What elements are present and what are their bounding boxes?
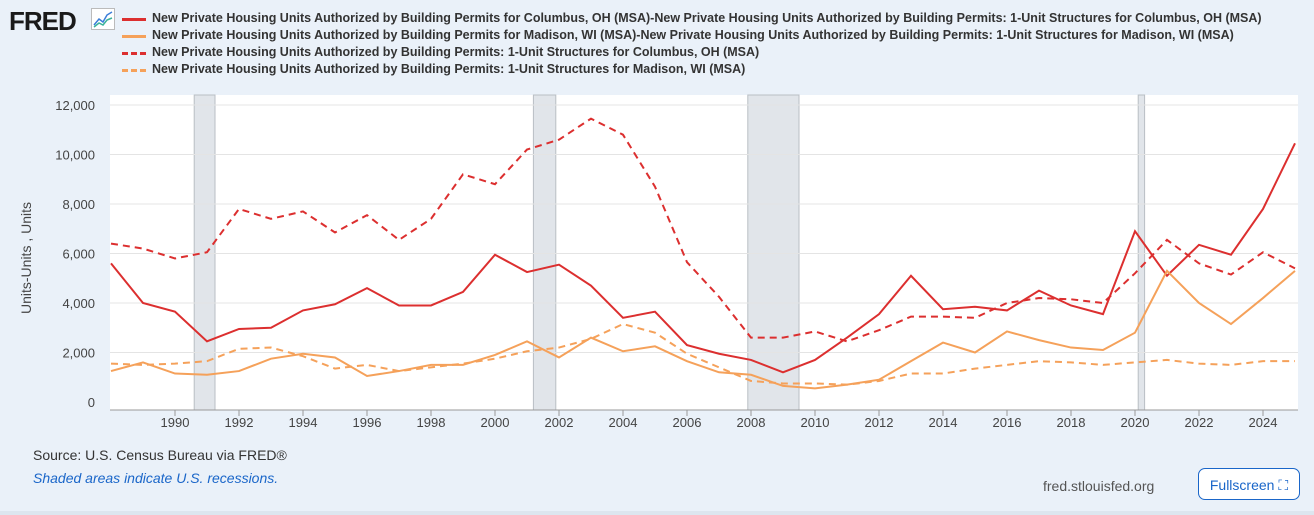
legend-item[interactable]: New Private Housing Units Authorized by …	[122, 27, 1312, 44]
y-axis-label: Units-Units , Units	[18, 202, 34, 314]
legend-item[interactable]: New Private Housing Units Authorized by …	[122, 44, 1312, 61]
fred-logo[interactable]: FRED	[9, 6, 77, 36]
x-tick-label: 2010	[801, 415, 830, 430]
x-tick-label: 2020	[1121, 415, 1150, 430]
series-line	[110, 142, 1296, 374]
y-tick-label: 10,000	[55, 148, 95, 163]
x-tick-label: 1994	[289, 415, 318, 430]
x-tick-label: 1992	[225, 415, 254, 430]
legend-label: New Private Housing Units Authorized by …	[152, 28, 1234, 42]
y-tick-label: 4,000	[62, 296, 95, 311]
y-tick-label: 2,000	[62, 346, 95, 361]
legend-item[interactable]: New Private Housing Units Authorized by …	[122, 10, 1312, 27]
legend-label: New Private Housing Units Authorized by …	[152, 62, 746, 76]
y-tick-label: 12,000	[55, 98, 95, 113]
legend-label: New Private Housing Units Authorized by …	[152, 45, 760, 59]
series-line	[110, 322, 1295, 386]
x-tick-label: 2024	[1249, 415, 1278, 430]
x-tick-label: 2006	[673, 415, 702, 430]
x-tick-label: 2018	[1057, 415, 1086, 430]
x-tick-label: 1990	[161, 415, 190, 430]
chart-plot[interactable]: 0 2,000 4,000 6,000 8,000 10,000 12,000 1990 199…	[0, 0, 1314, 445]
legend: New Private Housing Units Authorized by …	[122, 10, 1312, 78]
x-tick-label: 1996	[353, 415, 382, 430]
x-tick-label: 2014	[929, 415, 958, 430]
x-tick-label: 1998	[417, 415, 446, 430]
legend-label: New Private Housing Units Authorized by …	[152, 11, 1262, 25]
y-tick-label: 0	[88, 395, 95, 410]
x-tick-label: 2016	[993, 415, 1022, 430]
divider	[0, 511, 1314, 515]
x-tick-label: 2022	[1185, 415, 1214, 430]
x-tick-label: 2004	[609, 415, 638, 430]
y-tick-label: 8,000	[62, 197, 95, 212]
x-tick-label: 2000	[481, 415, 510, 430]
plot-background	[110, 95, 1298, 410]
site-link[interactable]: fred.stlouisfed.org	[1043, 478, 1155, 494]
legend-item[interactable]: New Private Housing Units Authorized by …	[122, 61, 1312, 78]
chart-icon	[91, 8, 115, 30]
y-tick-label: 6,000	[62, 247, 95, 262]
fullscreen-button[interactable]: Fullscreen ⛶	[1198, 468, 1300, 500]
x-tick-label: 2002	[545, 415, 574, 430]
series-line	[110, 269, 1296, 390]
series-line	[110, 117, 1296, 343]
source-text: Source: U.S. Census Bureau via FRED®	[33, 447, 287, 463]
recession-band	[747, 94, 800, 411]
x-tick-label: 2008	[737, 415, 766, 430]
x-tick-label: 2012	[865, 415, 894, 430]
recession-note: Shaded areas indicate U.S. recessions.	[33, 470, 279, 486]
